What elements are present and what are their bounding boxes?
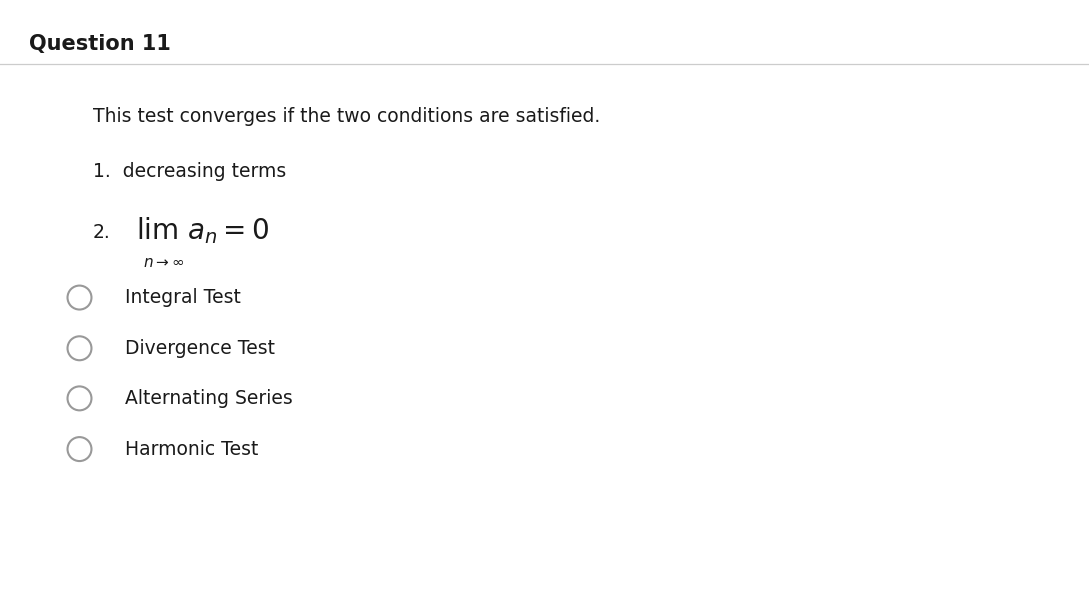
Text: Harmonic Test: Harmonic Test (125, 439, 258, 459)
Text: Divergence Test: Divergence Test (125, 338, 276, 358)
Text: 1.  decreasing terms: 1. decreasing terms (93, 162, 285, 181)
Text: Alternating Series: Alternating Series (125, 389, 293, 408)
Text: $\lim\ a_n = 0$: $\lim\ a_n = 0$ (136, 215, 270, 246)
Text: $n \rightarrow \infty$: $n \rightarrow \infty$ (143, 255, 184, 271)
Text: Integral Test: Integral Test (125, 288, 241, 307)
Text: This test converges if the two conditions are satisfied.: This test converges if the two condition… (93, 107, 600, 126)
Text: 2.: 2. (93, 223, 110, 242)
Text: Question 11: Question 11 (29, 34, 171, 54)
